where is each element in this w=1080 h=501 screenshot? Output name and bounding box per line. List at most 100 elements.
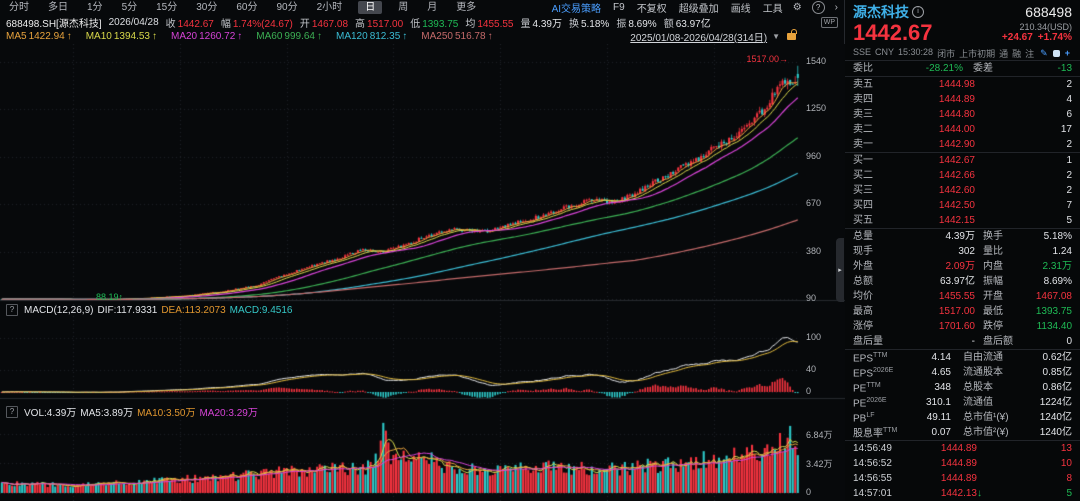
trade-row[interactable]: 14:56:55 1444.89 8 <box>853 471 1072 486</box>
daily-stats: 总量 4.39万 换手 5.18% 现手 302 量比 1.24 外盘 2.09万 内盘 2.31万总… <box>845 228 1080 349</box>
info-label: 幅 <box>220 18 231 30</box>
stat-label: 总量 <box>853 231 873 242</box>
kline-canvas[interactable] <box>0 44 845 501</box>
tool-4[interactable]: 画线 <box>730 4 751 15</box>
fundamental-row: PE2026E 310.1 流通值 1224亿 <box>853 395 1072 410</box>
meta-2: 15:30:28 <box>898 46 934 57</box>
tab-30分[interactable]: 30分 <box>196 2 218 13</box>
alert-icon[interactable] <box>1052 49 1060 57</box>
edit-icon[interactable]: ✎ <box>1040 47 1048 58</box>
bid-label: 买五 <box>853 215 873 226</box>
fund-label-text: PB <box>853 413 867 425</box>
trade-row[interactable]: 14:56:49 1444.89 13 <box>853 441 1072 456</box>
stat-label: 换手 <box>983 231 1003 242</box>
chevron-down-icon[interactable]: ▼ <box>772 32 780 41</box>
bid-row[interactable]: 买五 1442.15 5 <box>853 213 1072 228</box>
help-icon[interactable]: ? <box>6 304 18 316</box>
stat-row: 均价 1455.55 开盘 1467.08 <box>853 289 1072 304</box>
stat-row: 总额 63.97亿 振幅 8.69% <box>853 274 1072 289</box>
ohlc-fields: 收 1442.67 幅 1.74%(24.67) 开 1467.08 高 1517.00 低 13… <box>166 15 718 30</box>
tool-2[interactable]: 不复权 <box>636 4 667 15</box>
stat-label: 外盘 <box>853 261 873 272</box>
bid-row[interactable]: 买三 1442.60 2 <box>853 183 1072 198</box>
ask-row[interactable]: 卖二 1444.00 17 <box>853 122 1072 137</box>
bid-row[interactable]: 买一 1442.67 1 <box>853 153 1072 168</box>
macd-title[interactable]: MACD(12,26,9) <box>24 304 94 316</box>
tool-0[interactable]: AI交易策略 <box>551 4 602 15</box>
wp-icon[interactable]: WP <box>820 16 838 28</box>
ma-value: 1422.94 <box>28 31 65 42</box>
tab-日[interactable]: 日 <box>358 1 383 14</box>
tab-1分[interactable]: 1分 <box>87 2 103 13</box>
ask-price: 1444.89 <box>938 94 975 105</box>
fund-label-text: 股息率 <box>853 428 883 440</box>
ma-label: MA250 <box>421 31 453 42</box>
info-icon[interactable]: i <box>912 6 924 18</box>
tab-月[interactable]: 月 <box>427 2 438 13</box>
bid-price: 1442.60 <box>938 185 975 196</box>
tab-更多[interactable]: 更多 <box>456 2 477 13</box>
date-range-label[interactable]: 2025/01/08-2026/04/28(314日) <box>630 33 768 44</box>
meta-3: 闭市 <box>937 48 956 59</box>
tool-3[interactable]: 超级叠加 <box>678 4 719 15</box>
tool-5[interactable]: 工具 <box>762 4 783 15</box>
tab-分时[interactable]: 分时 <box>9 2 29 13</box>
fund-label: 总股本 <box>963 382 993 393</box>
bid-price: 1442.15 <box>938 215 975 226</box>
vol-value[interactable]: VOL:4.39万 <box>24 408 77 419</box>
help-icon[interactable]: ? <box>6 405 18 418</box>
ma-label: MA120 <box>336 31 368 42</box>
tab-90分[interactable]: 90分 <box>276 2 298 13</box>
info-bar: 688498.SH[源杰科技] 2026/04/28 收 1442.67 幅 1.74… <box>0 15 844 30</box>
stock-name[interactable]: 源杰科技 <box>853 4 909 20</box>
tab-5分[interactable]: 5分 <box>121 2 138 13</box>
fund-label: 总市值²(¥) <box>963 427 1009 438</box>
bid-label: 买一 <box>853 155 873 166</box>
ask-row[interactable]: 卖一 1442.90 2 <box>853 137 1072 152</box>
ask-levels: 卖五 1444.98 2 卖四 1444.89 4 卖三 1444.80 6 卖二 1444.00 1… <box>845 76 1080 152</box>
tab-多日[interactable]: 多日 <box>48 2 68 13</box>
chart-area[interactable]: 1517.00→ 88.19↑ ? MACD(12,26,9) DIF:117.… <box>0 44 845 501</box>
meta-7: 注 <box>1025 48 1035 59</box>
gear-icon[interactable]: ⚙ <box>792 2 802 13</box>
ask-qty: 4 <box>1066 94 1072 105</box>
ask-row[interactable]: 卖四 1444.89 4 <box>853 92 1072 107</box>
fund-label-sup: LF <box>866 412 875 420</box>
stat-row: 总量 4.39万 换手 5.18% <box>853 229 1072 244</box>
unlock-icon[interactable] <box>787 29 797 40</box>
bid-row[interactable]: 买四 1442.50 7 <box>853 198 1072 213</box>
ask-label: 卖一 <box>853 139 873 150</box>
tab-15分[interactable]: 15分 <box>156 2 178 13</box>
help-icon[interactable]: ? <box>811 1 825 14</box>
chevron-right-icon[interactable]: › <box>834 2 838 13</box>
tab-周[interactable]: 周 <box>398 2 409 13</box>
tab-60分[interactable]: 60分 <box>236 2 258 13</box>
fundamentals: EPSTTM 4.14 自由流通 0.62亿 EPS2026E 4.65 流通股本 0.85亿… <box>845 349 1080 440</box>
tab-2小时[interactable]: 2小时 <box>316 2 343 13</box>
fund-label: 股息率TTM <box>853 423 905 441</box>
bid-price: 1442.67 <box>938 155 975 166</box>
ma-item-MA20: MA20 1260.72 ↑ <box>171 31 244 42</box>
ma-values: MA5 1422.94 ↑ MA10 1394.53 ↑ MA20 1260.72 ↑ MA60 9… <box>6 31 507 42</box>
trade-row[interactable]: 14:56:52 1444.89 10 <box>853 456 1072 471</box>
add-icon[interactable]: + <box>1064 48 1070 58</box>
info-field-高: 高 1517.00 <box>355 15 403 30</box>
panel-collapse-handle[interactable]: ▸ <box>836 238 844 302</box>
ask-row[interactable]: 卖三 1444.80 6 <box>853 107 1072 122</box>
date-range-control[interactable]: 2025/01/08-2026/04/28(314日) ▼ <box>630 29 797 44</box>
ma-label: MA5 <box>6 31 27 42</box>
fund-value: 348 <box>934 382 951 393</box>
fundamental-row: 股息率TTM 0.07 总市值²(¥) 1240亿 <box>853 425 1072 440</box>
bid-row[interactable]: 买二 1442.66 2 <box>853 168 1072 183</box>
fund-label-text: PE <box>853 383 867 395</box>
tool-1[interactable]: F9 <box>613 2 625 13</box>
ask-row[interactable]: 卖五 1444.98 2 <box>853 77 1072 92</box>
stat-value: 302 <box>958 246 975 257</box>
fund-label: EPS2026E <box>853 363 905 381</box>
tick-trades: 14:56:49 1444.89 13 14:56:52 1444.89 10 14:56:… <box>845 440 1080 501</box>
trade-row[interactable]: 14:57:01 1442.13 ↓ 5 <box>853 486 1072 501</box>
weicha-value: -13 <box>1057 63 1072 74</box>
macd-dif-value: DIF:117.9331 <box>97 304 158 316</box>
info-value: 1.74%(24.67) <box>232 18 293 30</box>
